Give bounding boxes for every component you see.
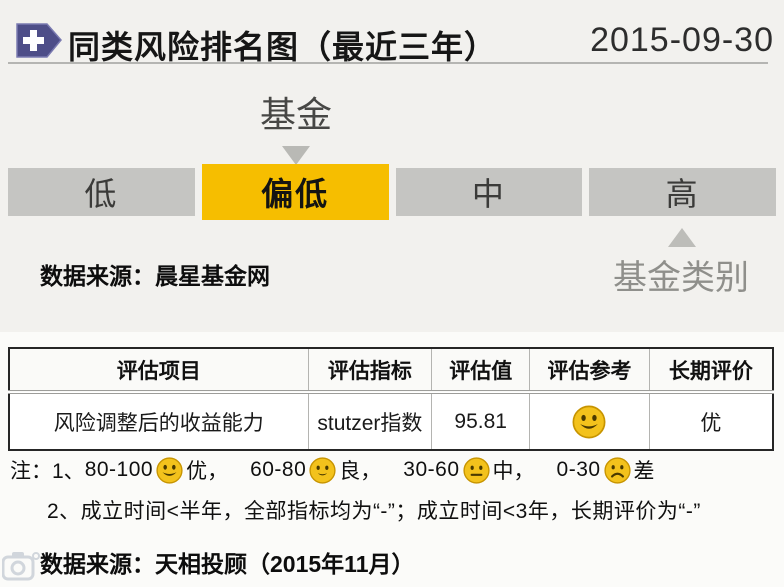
table-row: 风险调整后的收益能力 stutzer指数 95.81 优: [8, 391, 774, 451]
chart-data-source: 数据来源：晨星基金网: [40, 263, 270, 289]
cell-indicator: stutzer指数: [307, 391, 433, 451]
watermark-camera-icon: [2, 552, 40, 581]
notes: 注：1、 80-100 优， 60-80 良， 30-60 中， 0-30 差 2、成立时间<半…: [10, 455, 701, 525]
note-prefix: 注：1、: [10, 460, 85, 483]
note-grade-excellent: 优，: [186, 460, 229, 483]
note-grade-medium: 中，: [492, 460, 535, 483]
col-header-indicator: 评估指标: [307, 347, 433, 394]
note-grade-poor: 差: [633, 460, 655, 483]
note-range-excellent: 80-100: [84, 458, 154, 481]
smiley-excellent-icon: [572, 405, 606, 438]
cell-longterm: 优: [648, 391, 774, 451]
risk-segment-low[interactable]: 低: [8, 168, 195, 216]
header-divider: [8, 62, 768, 64]
page-title: 同类风险排名图（最近三年）: [68, 29, 498, 65]
note-range-medium: 30-60: [403, 458, 460, 481]
risk-segment-medium[interactable]: 中: [395, 168, 583, 216]
cell-item: 风险调整后的收益能力: [8, 391, 309, 451]
plus-arrow-icon: [16, 23, 62, 58]
risk-segment-high[interactable]: 高: [589, 168, 776, 216]
category-marker-arrow-up-icon: [668, 228, 696, 247]
category-marker-label: 基金类别: [613, 259, 749, 297]
note-line-1: 注：1、 80-100 优， 60-80 良， 30-60 中， 0-30 差: [10, 455, 701, 485]
risk-segment-below-average[interactable]: 偏低: [201, 164, 389, 220]
note-range-poor: 0-30: [556, 458, 601, 481]
smiley-neutral-icon: [462, 456, 490, 484]
col-header-value: 评估值: [431, 347, 531, 394]
col-header-item: 评估项目: [8, 347, 309, 394]
fund-marker-label: 基金: [259, 94, 332, 135]
fund-marker-arrow-down-icon: [282, 146, 310, 165]
smiley-poor-icon: [603, 456, 631, 484]
smiley-good-icon: [309, 456, 336, 484]
col-header-reference: 评估参考: [529, 347, 650, 394]
report-date: 2015-09-30: [590, 21, 774, 59]
note-line-2: 2、成立时间<半年，全部指标均为“-”；成立时间<3年，长期评价为“-”: [47, 500, 701, 523]
risk-scale-bar: 低 偏低 中 高: [8, 164, 776, 220]
smiley-excellent-icon: [156, 456, 183, 484]
col-header-longterm: 长期评价: [648, 347, 774, 394]
table-header-row: 评估项目 评估指标 评估值 评估参考 长期评价: [8, 347, 774, 394]
note-grade-good: 良，: [339, 460, 382, 483]
note-range-good: 60-80: [250, 458, 307, 481]
cell-reference: [529, 391, 650, 451]
cell-value: 95.81: [431, 391, 531, 451]
evaluation-table: 评估项目 评估指标 评估值 评估参考 长期评价 风险调整后的收益能力 stutz…: [8, 347, 774, 451]
footer-data-source: 数据来源：天相投顾（2015年11月）: [40, 551, 415, 577]
